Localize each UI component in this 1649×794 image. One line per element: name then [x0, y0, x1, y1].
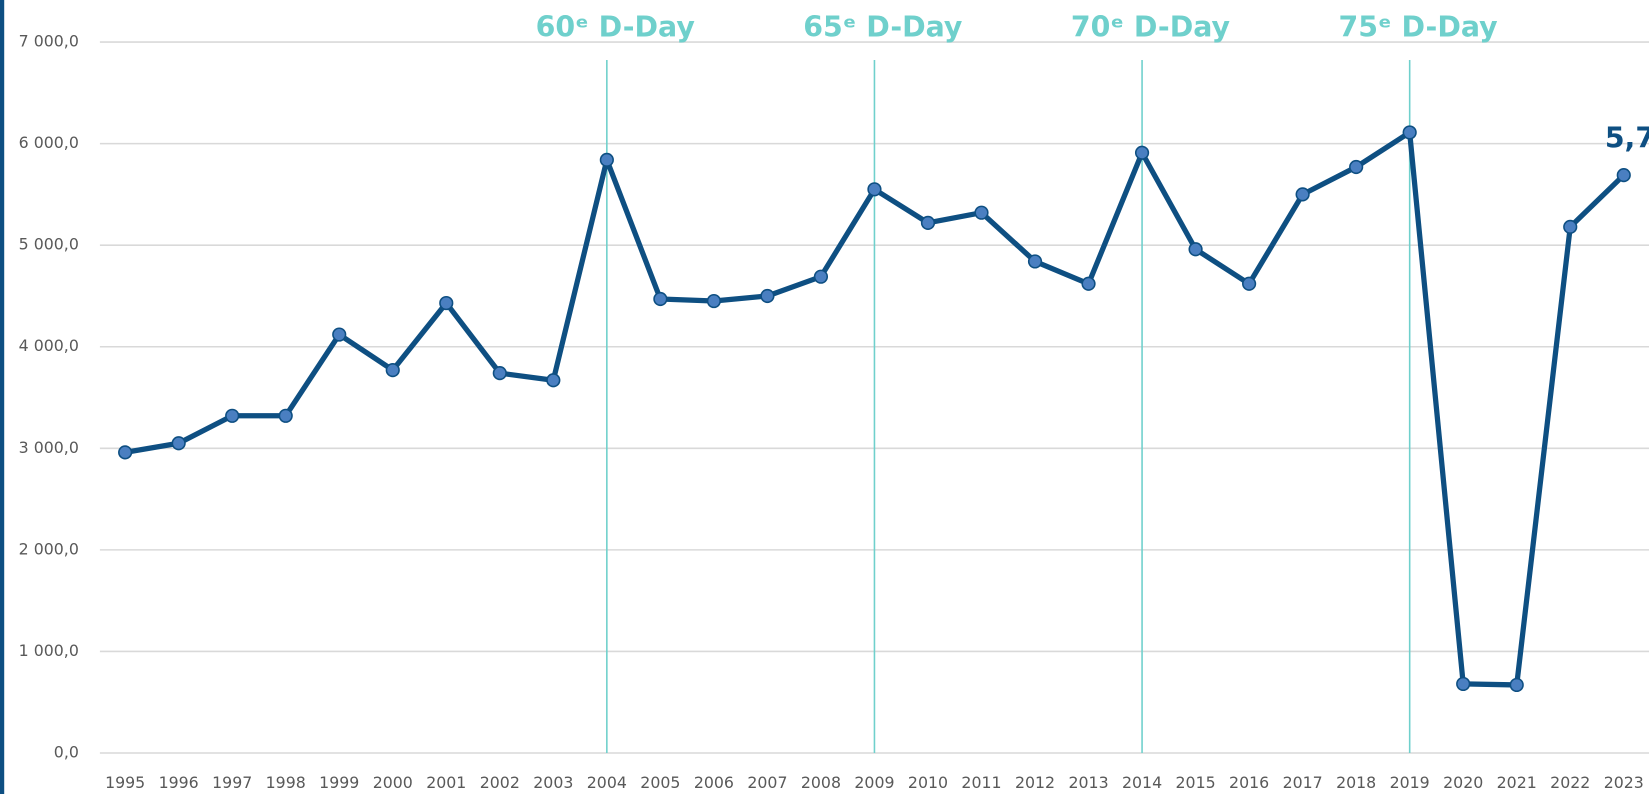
- y-tick-label: 7 000,0: [19, 32, 79, 51]
- y-tick-label: 1 000,0: [19, 641, 79, 660]
- marker: [1349, 159, 1364, 175]
- x-tick-label: 2008: [801, 773, 841, 792]
- marker: [1188, 242, 1203, 257]
- left-border: [0, 0, 5, 794]
- x-tick-label: 2023: [1604, 773, 1644, 792]
- marker: [867, 182, 882, 197]
- x-tick-label: 2019: [1390, 773, 1430, 792]
- y-tick-label: 5 000,0: [19, 235, 79, 254]
- marker: [1134, 145, 1150, 160]
- marker: [332, 327, 347, 342]
- x-tick-label: 2003: [533, 773, 573, 792]
- marker: [118, 445, 133, 460]
- marker: [546, 373, 561, 388]
- marker: [1027, 254, 1043, 269]
- x-tick-label: 2001: [426, 773, 466, 792]
- marker: [1242, 276, 1257, 291]
- marker: [974, 205, 989, 220]
- marker: [1295, 187, 1310, 202]
- marker: [813, 269, 829, 284]
- x-tick-label: 2005: [640, 773, 680, 792]
- x-tick-label: 2021: [1497, 773, 1537, 792]
- data-label: 5,7: [1605, 121, 1649, 154]
- marker: [599, 152, 614, 167]
- marker: [653, 291, 668, 307]
- x-tick-label: 2010: [908, 773, 948, 792]
- marker: [1456, 676, 1471, 692]
- annotation-label: 60ᵉ D-Day: [536, 10, 695, 43]
- x-tick-label: 1999: [319, 773, 359, 792]
- x-tick-label: 2000: [373, 773, 413, 792]
- x-tick-label: 2007: [747, 773, 787, 792]
- x-tick-label: 2022: [1550, 773, 1590, 792]
- marker: [706, 293, 721, 309]
- x-tick-label: 1995: [105, 773, 145, 792]
- marker: [385, 363, 400, 378]
- marker: [439, 295, 454, 311]
- x-tick-label: 2006: [694, 773, 734, 792]
- y-tick-label: 2 000,0: [19, 539, 79, 558]
- y-tick-label: 4 000,0: [19, 336, 79, 355]
- annotation-label: 65ᵉ D-Day: [803, 10, 962, 43]
- marker: [278, 408, 293, 423]
- marker: [171, 436, 186, 451]
- x-tick-label: 2011: [961, 773, 1001, 792]
- x-tick-label: 1997: [212, 773, 252, 792]
- x-tick-label: 2015: [1176, 773, 1216, 792]
- marker: [1081, 276, 1096, 291]
- x-tick-label: 2009: [854, 773, 894, 792]
- x-tick-label: 2012: [1015, 773, 1055, 792]
- marker: [492, 366, 507, 381]
- x-tick-label: 1998: [266, 773, 306, 792]
- marker: [225, 408, 240, 423]
- marker: [1509, 677, 1524, 693]
- x-tick-label: 2018: [1336, 773, 1376, 792]
- x-tick-label: 2013: [1068, 773, 1108, 792]
- marker: [1402, 125, 1417, 140]
- y-tick-label: 0,0: [54, 742, 79, 761]
- x-tick-label: 2002: [480, 773, 520, 792]
- x-tick-label: 2020: [1443, 773, 1483, 792]
- y-tick-label: 3 000,0: [19, 438, 79, 457]
- annotation-label: 70ᵉ D-Day: [1071, 10, 1230, 43]
- annotation-label: 75ᵉ D-Day: [1339, 10, 1498, 43]
- x-tick-label: 2017: [1283, 773, 1323, 792]
- marker: [1563, 219, 1578, 235]
- x-tick-label: 2016: [1229, 773, 1269, 792]
- x-tick-label: 2014: [1122, 773, 1162, 792]
- marker: [920, 215, 936, 230]
- y-tick-label: 6 000,0: [19, 133, 79, 152]
- marker: [1616, 168, 1631, 183]
- x-tick-label: 2004: [587, 773, 627, 792]
- x-tick-label: 1996: [159, 773, 199, 792]
- marker: [760, 288, 775, 304]
